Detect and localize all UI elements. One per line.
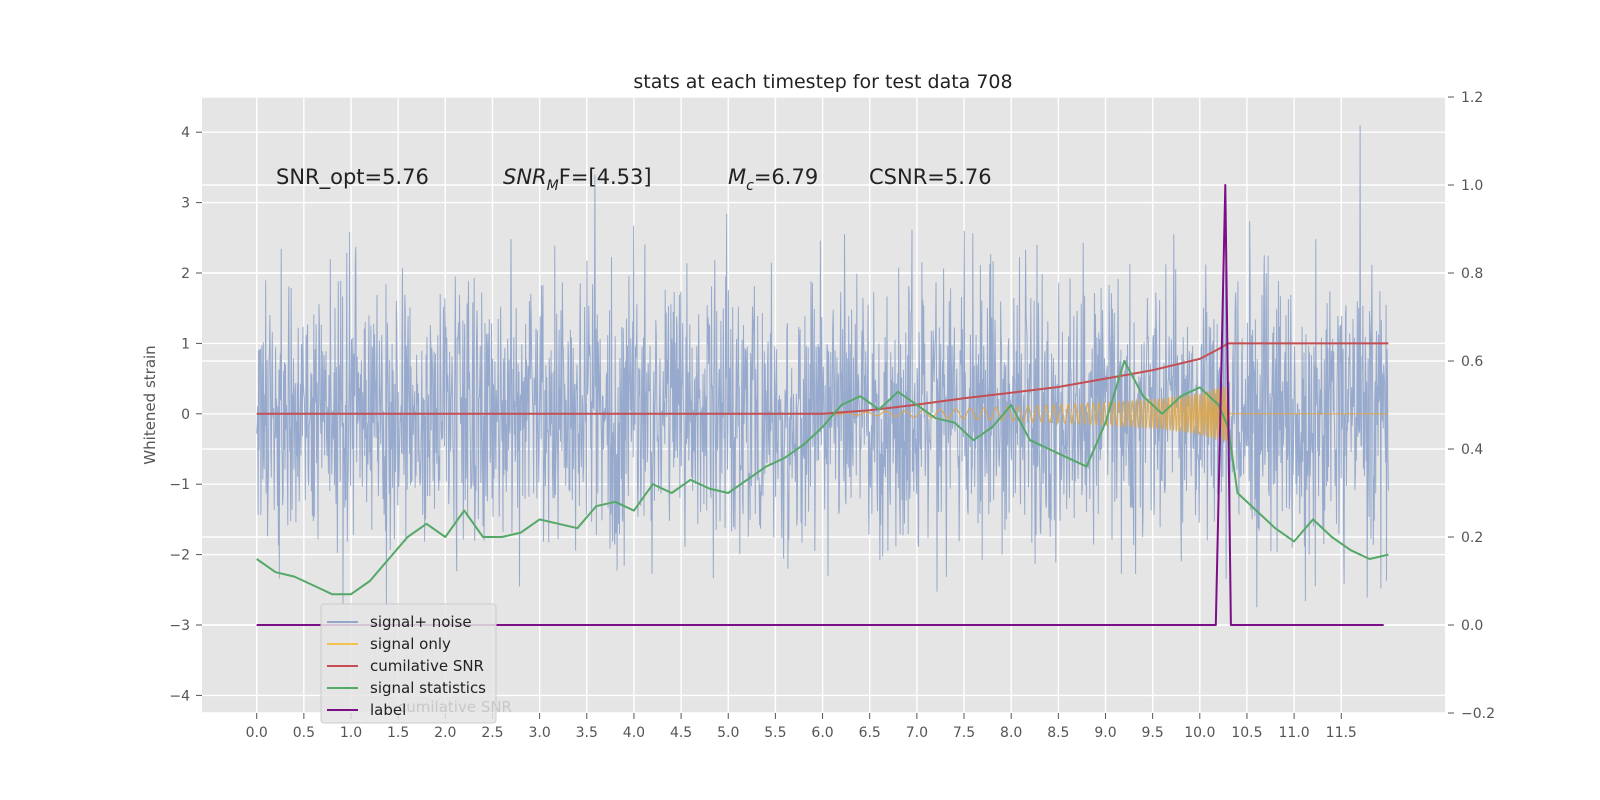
- legend-items: signal+ noise signal only cumilative SNR si…: [327, 613, 486, 719]
- x-tick-label: 1.5: [387, 725, 409, 741]
- y-tick-label: 3: [181, 196, 190, 212]
- y-tick-label: −2: [169, 548, 190, 564]
- y2-tick-label: −0.2: [1461, 706, 1495, 722]
- y-tick-label: −4: [169, 688, 190, 704]
- annotation-csnr: CSNR=5.76: [869, 165, 992, 189]
- data-layer: [256, 125, 1389, 626]
- series-cumilative-snr: [256, 342, 1389, 415]
- axes: 0.0 0.5 1.0 1.5 2.0 2.5 3.0 3.5 4.0 4.5 5.0 5.5 6.0 6…: [169, 90, 1495, 741]
- x-tick-label: 9.5: [1142, 725, 1164, 741]
- x-tick-label: 11.5: [1326, 725, 1357, 741]
- x-tick-label: 6.5: [859, 725, 881, 741]
- x-tick-label: 10.5: [1231, 725, 1262, 741]
- x-tick-label: 0.0: [246, 725, 268, 741]
- x-tick-label: 7.0: [906, 725, 928, 741]
- annotation-mc: Mc=6.79: [728, 165, 818, 194]
- legend-label: signal only: [370, 635, 451, 653]
- x-tick-label: 5.5: [764, 725, 786, 741]
- x-tick-label: 9.0: [1094, 725, 1116, 741]
- annotations: SNR_opt=5.76 SNRMF=[4.53] Mc=6.79 CSNR=5…: [276, 165, 992, 194]
- x-tick-label: 3.0: [528, 725, 550, 741]
- annotation-snr-mf: SNRMF=[4.53]: [503, 165, 652, 194]
- legend-box: [320, 603, 497, 724]
- y2-tick-label: 0.2: [1461, 530, 1483, 546]
- x-tick-label: 11.0: [1279, 725, 1310, 741]
- y-axis-label: Whitened strain: [141, 345, 159, 464]
- x-tick-label: 8.0: [1000, 725, 1022, 741]
- legend-label: signal+ noise: [370, 613, 472, 631]
- legend: cumilative SNR signal+ noise signal only c…: [320, 603, 512, 724]
- chart-title: stats at each timestep for test data 708: [633, 71, 1012, 93]
- legend-label: cumilative SNR: [370, 657, 484, 675]
- y-tick-label: 0: [181, 407, 190, 423]
- series-signal-only: [822, 386, 1389, 442]
- x-tick-label: 5.0: [717, 725, 739, 741]
- x-tick-label: 2.5: [481, 725, 503, 741]
- x-tick-label: 6.0: [811, 725, 833, 741]
- series-signal-statistics: [256, 360, 1389, 596]
- x-tick-label: 10.0: [1184, 725, 1215, 741]
- x-tick-label: 2.0: [434, 725, 456, 741]
- y2-tick-label: 1.0: [1461, 178, 1483, 194]
- y-tick-label: −3: [169, 618, 190, 634]
- y-tick-label: 4: [181, 125, 190, 141]
- series-signal-noise: [256, 125, 1389, 608]
- annotation-snr-opt: SNR_opt=5.76: [276, 165, 429, 190]
- y2-tick-label: 1.2: [1461, 90, 1483, 106]
- x-tick-label: 4.0: [623, 725, 645, 741]
- x-tick-label: 7.5: [953, 725, 975, 741]
- y-tick-label: 2: [181, 266, 190, 282]
- y2-tick-label: 0.6: [1461, 354, 1483, 370]
- x-tick-label: 0.5: [293, 725, 315, 741]
- legend-overlap-text: cumilative SNR: [398, 698, 512, 716]
- x-tick-label: 3.5: [576, 725, 598, 741]
- x-tick-label: 1.0: [340, 725, 362, 741]
- y2-tick-label: 0.8: [1461, 266, 1483, 282]
- legend-label: signal statistics: [370, 679, 486, 697]
- y-tick-label: 1: [181, 336, 190, 352]
- y2-tick-label: 0.0: [1461, 618, 1483, 634]
- legend-label: label: [370, 701, 406, 719]
- x-tick-label: 4.5: [670, 725, 692, 741]
- series-label: [256, 184, 1384, 626]
- y-tick-label: −1: [169, 477, 190, 493]
- x-tick-label: 8.5: [1047, 725, 1069, 741]
- y2-tick-label: 0.4: [1461, 442, 1483, 458]
